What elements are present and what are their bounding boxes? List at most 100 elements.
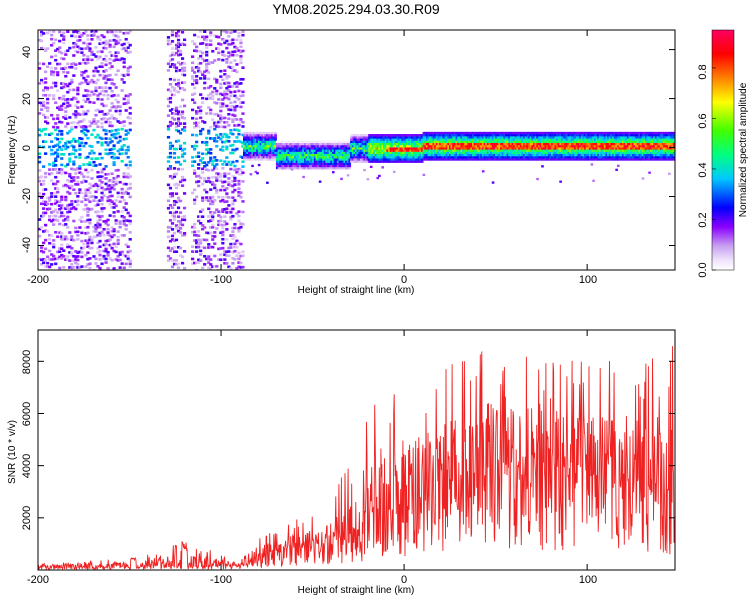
spectrogram-cell	[261, 149, 264, 152]
spectrogram-cell	[168, 124, 173, 127]
spectrogram-cell	[96, 157, 100, 160]
spectrogram-cell	[328, 153, 332, 157]
spectrogram-cell	[328, 140, 332, 143]
spectrogram-cell	[272, 142, 276, 146]
spectrogram-cell	[279, 140, 282, 143]
spectrogram-cell	[519, 156, 523, 159]
spectrogram-cell	[565, 156, 569, 159]
spectrogram-cell	[82, 125, 86, 128]
spectrogram-cell	[389, 158, 393, 161]
spectrogram-cell	[233, 249, 237, 253]
spectrogram-cell	[560, 131, 564, 135]
spectrogram-cell	[544, 140, 548, 143]
spectrogram-cell	[470, 136, 473, 139]
spectrogram-cell	[546, 158, 549, 161]
spectrogram-cell	[343, 160, 347, 163]
spectrogram-cell	[368, 142, 371, 146]
spectrogram-cell	[122, 266, 126, 270]
spectrogram-cell	[78, 156, 82, 159]
spectrogram-cell	[176, 38, 181, 42]
spectrogram-cell	[346, 160, 350, 163]
spectrogram-cell	[274, 142, 277, 146]
spectrogram-cell	[88, 257, 92, 260]
spectrogram-cell	[209, 202, 213, 206]
spectrogram-cell	[299, 156, 302, 159]
spectrogram-cell	[199, 239, 203, 242]
spectrogram-cell	[574, 136, 577, 139]
spectrogram-cell	[556, 142, 559, 146]
spectrogram-cell	[100, 141, 104, 145]
spectrogram-cell	[60, 198, 64, 201]
spectrogram-cell	[211, 238, 215, 241]
spectrogram-cell	[56, 71, 60, 74]
spectrogram-cell	[110, 200, 114, 203]
spectrogram-cell	[552, 142, 556, 146]
spectrogram-cell	[508, 134, 511, 137]
spectrogram-cell	[207, 207, 211, 211]
spectrogram-cell	[102, 104, 106, 108]
spectrogram-cell	[70, 270, 73, 273]
spectrogram-cell	[261, 153, 264, 157]
spectrogram-cell	[252, 134, 256, 137]
spectrogram-cell	[88, 262, 92, 266]
spectrogram-cell	[519, 158, 523, 161]
spectrogram-cell	[90, 177, 94, 180]
spectrogram-cell	[213, 87, 217, 90]
spectrogram-cell	[417, 142, 421, 146]
spectrogram-cell	[249, 140, 253, 143]
spectrogram-cell	[387, 149, 391, 152]
spectrogram-cell	[100, 168, 104, 172]
spectrogram-cell	[241, 133, 245, 137]
spectrogram-cell	[191, 156, 195, 159]
spectrogram-cell	[219, 231, 223, 235]
spectrogram-cell	[199, 61, 203, 65]
spectrogram-cell	[412, 158, 416, 161]
spectrogram-cell	[549, 136, 553, 139]
spectrogram-cell	[252, 138, 256, 141]
spectrogram-cell	[358, 153, 361, 157]
spectrogram-cell	[106, 239, 110, 242]
spectrogram-cell	[112, 202, 116, 206]
spectrogram-cell	[457, 140, 460, 143]
spectrogram-cell	[213, 34, 217, 37]
spectrogram-cell	[320, 164, 324, 168]
spectrogram-cell	[191, 55, 195, 58]
spectrogram-cell	[193, 226, 197, 230]
spectrogram-cell	[122, 57, 126, 61]
spectrogram-cell	[495, 156, 498, 159]
spectrogram-cell	[447, 145, 450, 148]
spectrogram-cell	[422, 142, 426, 146]
spectrogram-cell	[358, 147, 361, 150]
spectrogram-cell	[297, 156, 300, 159]
spectrogram-cell	[556, 145, 559, 148]
spectrogram-cell	[328, 158, 332, 161]
spectrogram-cell	[110, 194, 114, 198]
spectrogram-cell	[52, 97, 56, 101]
spectrogram-cell	[528, 142, 531, 146]
spectrogram-cell	[442, 142, 445, 146]
spectrogram-cell	[128, 163, 132, 167]
spectrogram-cell	[237, 210, 241, 213]
spectrogram-cell	[284, 153, 287, 157]
spectrogram-cell	[52, 125, 56, 129]
spectrogram-cell	[118, 266, 122, 269]
spectrogram-cell	[233, 108, 237, 112]
spectrogram-cell	[277, 164, 281, 168]
spectrogram-cell	[299, 153, 302, 157]
spectrogram-cell	[308, 153, 312, 157]
spectrogram-cell	[556, 140, 559, 143]
spectrogram-cell	[247, 145, 251, 148]
spectrogram-cell	[274, 136, 277, 139]
spectrogram-cell	[252, 149, 256, 152]
spectrogram-cell	[221, 135, 225, 139]
spectrogram-cell	[118, 222, 122, 225]
spectrogram-cell	[116, 94, 120, 97]
spectrogram-cell	[264, 147, 268, 150]
spectrogram-cell	[94, 89, 98, 93]
spectrogram-cell	[570, 145, 574, 148]
spectrogram-cell	[330, 145, 333, 148]
spectrogram-cell	[453, 142, 457, 146]
spectrogram-cell	[48, 258, 52, 261]
spectrogram-cell	[209, 258, 213, 261]
spectrogram-cell	[463, 153, 467, 157]
